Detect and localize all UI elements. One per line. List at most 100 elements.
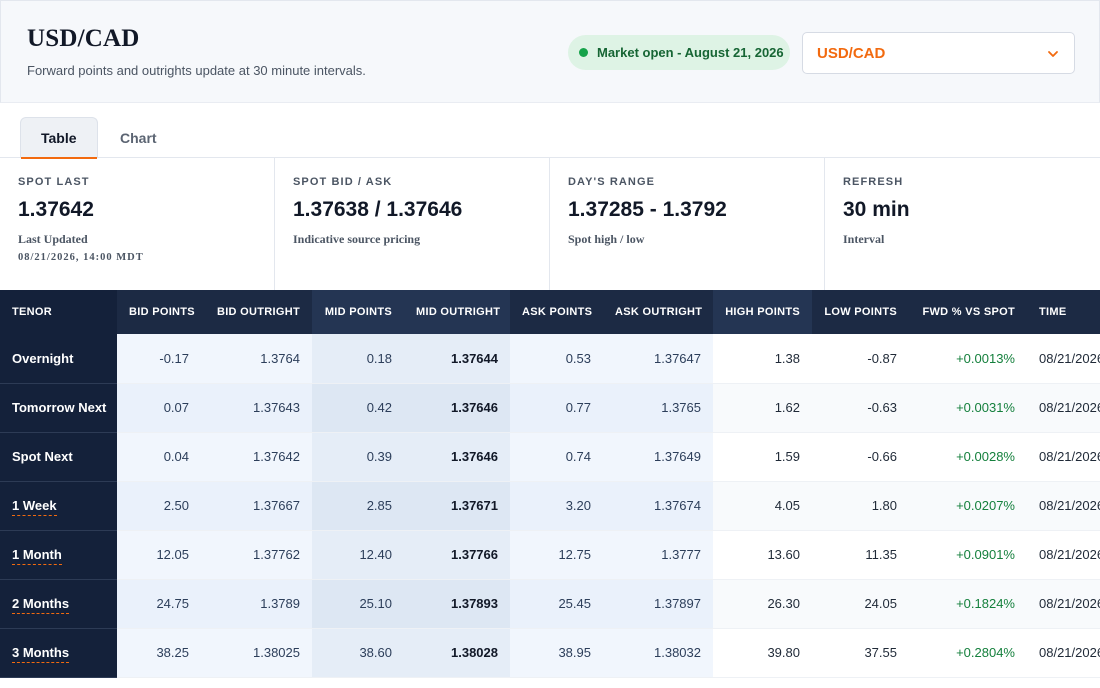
mid-points-cell: 0.42 [312, 383, 404, 433]
ask-outright-cell: 1.3777 [603, 530, 713, 580]
tab-table[interactable]: Table [20, 117, 98, 159]
tenor-link[interactable]: 2 Months [12, 596, 70, 614]
table-row[interactable]: Spot Next 0.04 1.37642 0.39 1.37646 0.74 1.376… [0, 432, 1100, 482]
ask-outright-cell: 1.3765 [603, 383, 713, 433]
bid-outright-cell: 1.3764 [201, 334, 312, 384]
tenor-cell: Tomorrow Next [0, 383, 117, 433]
table-row[interactable]: Tomorrow Next 0.07 1.37643 0.42 1.37646 0.77 1… [0, 383, 1100, 433]
header-tenor[interactable]: TENOR [0, 290, 117, 334]
bid-points-cell: 2.50 [117, 481, 201, 531]
ask-outright-cell: 1.38032 [603, 628, 713, 678]
header-ask-outright[interactable]: ASK OUTRIGHT [603, 290, 713, 334]
header-ask-points[interactable]: ASK POINTS [510, 290, 603, 334]
tenor-link[interactable]: 3 Months [12, 645, 70, 663]
bid-points-cell: 24.75 [117, 579, 201, 629]
ask-outright-cell: 1.37897 [603, 579, 713, 629]
table-row[interactable]: Overnight -0.17 1.3764 0.18 1.37644 0.53 1.376… [0, 334, 1100, 384]
chevron-down-icon [1048, 51, 1058, 57]
header-high-points[interactable]: HIGH POINTS [713, 290, 812, 334]
ask-points-cell: 38.95 [510, 628, 603, 678]
bid-outright-cell: 1.37667 [201, 481, 312, 531]
tenor-label: Overnight [12, 350, 74, 366]
table-row[interactable]: 3 Months 38.25 1.38025 38.60 1.38028 38.95 1.3… [0, 628, 1100, 678]
card-spot-last: SPOT LAST 1.37642 Last Updated 08/21/202… [0, 158, 275, 290]
fwd-vs-spot-cell: +0.1824% [909, 579, 1027, 629]
fwd-vs-spot-cell: +0.0031% [909, 383, 1027, 433]
card-label: DAY'S RANGE [568, 176, 656, 188]
bid-points-cell: 0.07 [117, 383, 201, 433]
mid-points-cell: 2.85 [312, 481, 404, 531]
mid-outright-cell: 1.37646 [404, 432, 510, 482]
tenor-cell: 1 Week [0, 481, 117, 531]
high-points-cell: 26.30 [713, 579, 812, 629]
fwd-vs-spot-cell: +0.2804% [909, 628, 1027, 678]
card-note: Last Updated [18, 232, 88, 246]
high-points-cell: 39.80 [713, 628, 812, 678]
tenor-cell: 1 Month [0, 530, 117, 580]
tenor-link[interactable]: 1 Month [12, 547, 62, 565]
card-label: SPOT BID / ASK [293, 176, 393, 188]
header-bid-outright[interactable]: BID OUTRIGHT [201, 290, 312, 334]
tenor-label: Spot Next [12, 449, 73, 464]
header-time[interactable]: TIME [1027, 290, 1100, 334]
mid-outright-cell: 1.37646 [404, 383, 510, 433]
tenor-cell: Spot Next [0, 432, 117, 482]
mid-points-cell: 0.39 [312, 432, 404, 482]
fwd-vs-spot-cell: +0.0028% [909, 432, 1027, 482]
low-points-cell: -0.63 [812, 383, 909, 433]
card-days-range: DAY'S RANGE 1.37285 - 1.3792 Spot high /… [550, 158, 825, 290]
table-header-row: TENOR BID POINTS BID OUTRIGHT MID POINTS… [0, 290, 1100, 334]
card-label: SPOT LAST [18, 176, 90, 188]
tenor-cell: 2 Months [0, 579, 117, 629]
header-fwd-vs-spot[interactable]: FWD % VS SPOT [909, 290, 1027, 334]
ask-points-cell: 0.53 [510, 334, 603, 384]
mid-outright-cell: 1.37766 [404, 530, 510, 580]
bid-outright-cell: 1.38025 [201, 628, 312, 678]
card-value: 1.37642 [18, 198, 94, 221]
ask-points-cell: 12.75 [510, 530, 603, 580]
time-cell: 08/21/2026, 14:00 MDT [1027, 432, 1100, 482]
time-cell: 08/21/2026, 14:00 MDT [1027, 383, 1100, 433]
low-points-cell: 24.05 [812, 579, 909, 629]
low-points-cell: 11.35 [812, 530, 909, 580]
low-points-cell: -0.66 [812, 432, 909, 482]
card-timestamp: 08/21/2026, 14:00 MDT [18, 252, 144, 263]
table-row[interactable]: 1 Month 12.05 1.37762 12.40 1.37766 12.75 1.37… [0, 530, 1100, 580]
low-points-cell: 37.55 [812, 628, 909, 678]
mid-outright-cell: 1.37671 [404, 481, 510, 531]
bid-outright-cell: 1.37642 [201, 432, 312, 482]
ask-points-cell: 3.20 [510, 481, 603, 531]
market-status-badge: Market open - August 21, 2026 [568, 35, 790, 70]
table-row[interactable]: 1 Week 2.50 1.37667 2.85 1.37671 3.20 1.37674 4… [0, 481, 1100, 531]
bid-points-cell: 12.05 [117, 530, 201, 580]
low-points-cell: 1.80 [812, 481, 909, 531]
bid-outright-cell: 1.37762 [201, 530, 312, 580]
forward-rates-table-container[interactable]: TENOR BID POINTS BID OUTRIGHT MID POINTS… [0, 290, 1100, 688]
tenor-cell: Overnight [0, 334, 117, 384]
card-note: Indicative source pricing [293, 232, 421, 246]
mid-points-cell: 25.10 [312, 579, 404, 629]
high-points-cell: 1.59 [713, 432, 812, 482]
card-value: 1.37285 - 1.3792 [568, 198, 727, 221]
card-note: Spot high / low [568, 232, 645, 246]
header-mid-points[interactable]: MID POINTS [312, 290, 404, 334]
header-mid-outright[interactable]: MID OUTRIGHT [404, 290, 510, 334]
tenor-link[interactable]: 1 Week [12, 498, 57, 516]
mid-outright-cell: 1.38028 [404, 628, 510, 678]
table-row[interactable]: 2 Months 24.75 1.3789 25.10 1.37893 25.45 1.37… [0, 579, 1100, 629]
ask-points-cell: 0.77 [510, 383, 603, 433]
ask-outright-cell: 1.37649 [603, 432, 713, 482]
view-tabs: Table Chart [0, 103, 1100, 159]
header-low-points[interactable]: LOW POINTS [812, 290, 909, 334]
market-status-text: Market open - August 21, 2026 [597, 45, 784, 60]
tab-chart[interactable]: Chart [120, 129, 157, 146]
time-cell: 08/21/2026, 14:00 MDT [1027, 334, 1100, 384]
mid-outright-cell: 1.37893 [404, 579, 510, 629]
currency-pair-select[interactable]: USD/CAD [802, 32, 1075, 74]
card-value: 1.37638 / 1.37646 [293, 198, 463, 221]
status-dot-icon [579, 48, 588, 57]
header-bid-points[interactable]: BID POINTS [117, 290, 201, 334]
mid-points-cell: 0.18 [312, 334, 404, 384]
page-header: USD/CAD Forward points and outrights upd… [0, 0, 1100, 103]
currency-pair-value: USD/CAD [817, 45, 886, 62]
